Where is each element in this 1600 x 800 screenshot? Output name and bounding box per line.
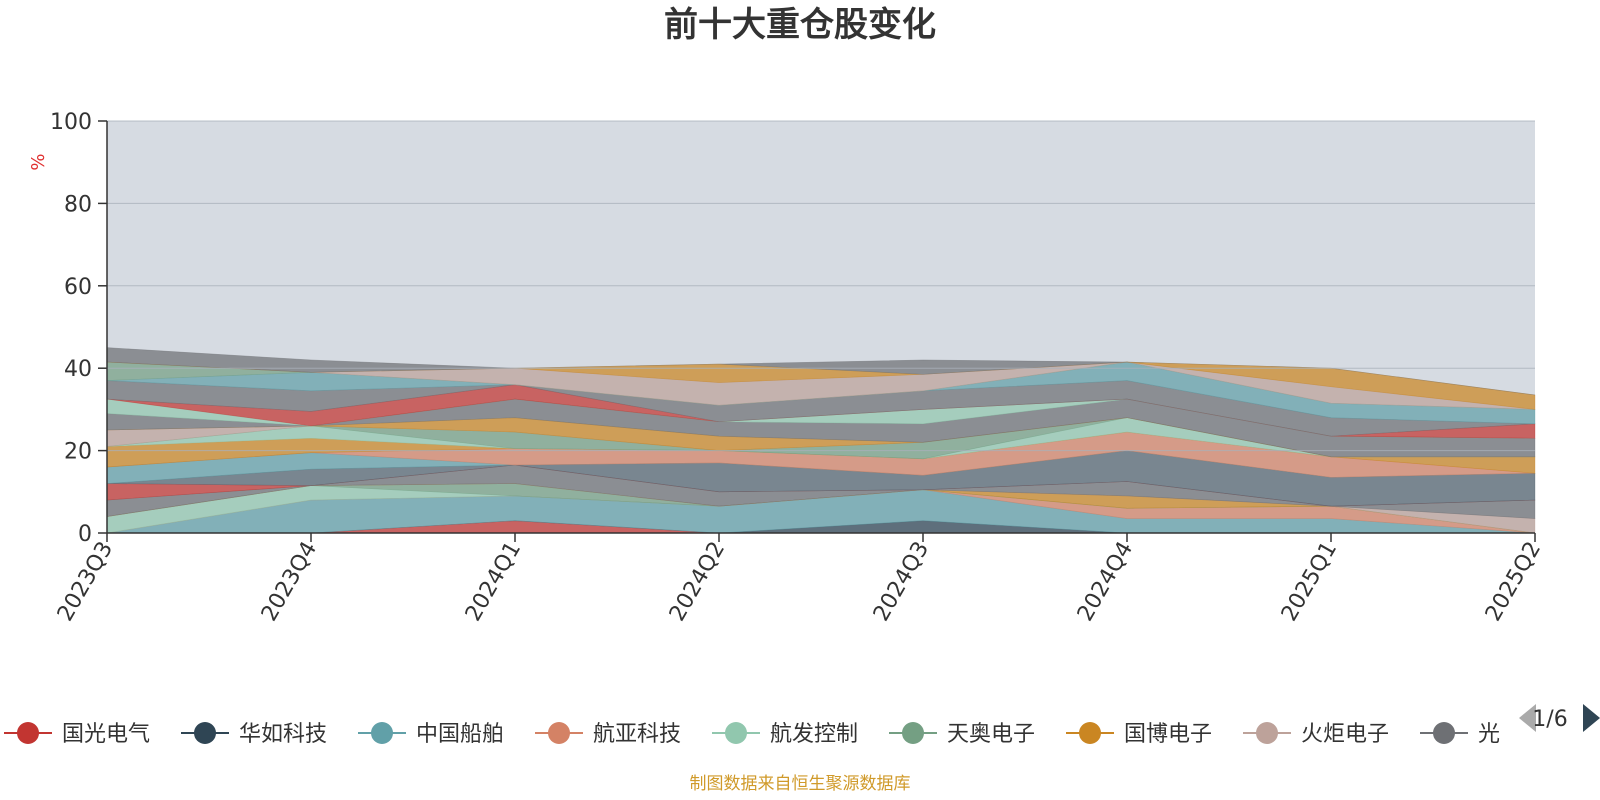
legend-marker-icon	[371, 722, 393, 744]
legend-item[interactable]: 火炬电子	[1243, 722, 1389, 747]
legend-item[interactable]: 航发控制	[712, 722, 858, 747]
y-tick-label: 60	[64, 275, 92, 300]
legend-page-indicator: 1/6	[1532, 707, 1567, 732]
legend-label: 国光电气	[62, 722, 150, 747]
chart-title: 前十大重仓股变化	[664, 5, 936, 45]
legend-item[interactable]: 华如科技	[181, 722, 327, 747]
legend-label: 天奥电子	[947, 722, 1035, 747]
x-tick-label: 2025Q2	[1481, 538, 1546, 626]
legend-pager: 1/6	[1519, 704, 1600, 732]
x-tick-label: 2024Q2	[665, 538, 730, 626]
x-tick-label: 2024Q3	[869, 538, 934, 626]
legend-label: 光	[1478, 722, 1500, 747]
y-tick-label: 0	[78, 522, 92, 547]
legend-item[interactable]: 光	[1420, 722, 1500, 747]
legend-marker-icon	[1079, 722, 1101, 744]
x-tick-label: 2024Q1	[461, 538, 526, 626]
legend-marker-icon	[548, 722, 570, 744]
legend-marker-icon	[194, 722, 216, 744]
legend-item[interactable]: 中国船舶	[358, 722, 504, 747]
area-series-27	[106, 347, 1536, 396]
legend-item[interactable]: 国博电子	[1066, 722, 1212, 747]
legend-label: 中国船舶	[416, 722, 504, 747]
y-tick-label: 20	[64, 440, 92, 465]
y-tick-label: 80	[64, 192, 92, 217]
legend-prev-arrow-icon[interactable]	[1519, 704, 1536, 732]
y-tick-label: 40	[64, 357, 92, 382]
legend-marker-icon	[17, 722, 39, 744]
x-tick-label: 2023Q4	[257, 538, 322, 626]
data-source-note: 制图数据来自恒生聚源数据库	[690, 774, 911, 794]
legend-marker-icon	[725, 722, 747, 744]
legend-item[interactable]: 天奥电子	[889, 722, 1035, 747]
area-series-group	[106, 347, 1536, 534]
legend-items: 国光电气 华如科技 中国船舶 航亚科技 航发控制 天奥电子 国博电子 火炬电子 光	[4, 722, 1500, 747]
y-tick-label: 100	[50, 110, 92, 135]
legend-label: 航亚科技	[593, 722, 681, 747]
legend-label: 华如科技	[239, 722, 327, 747]
x-tick-label: 2023Q3	[53, 538, 118, 626]
legend-marker-icon	[1256, 722, 1278, 744]
grid-lines	[107, 120, 1535, 452]
legend-next-arrow-icon[interactable]	[1583, 704, 1600, 732]
x-tick-label: 2025Q1	[1277, 538, 1342, 626]
legend-marker-icon	[902, 722, 924, 744]
y-axis-unit: %	[28, 153, 49, 170]
legend-marker-icon	[1433, 722, 1455, 744]
legend-item[interactable]: 国光电气	[4, 722, 150, 747]
legend-label: 航发控制	[770, 722, 858, 747]
legend-label: 国博电子	[1124, 722, 1212, 747]
legend-label: 火炬电子	[1301, 722, 1389, 747]
legend: 国光电气 华如科技 中国船舶 航亚科技 航发控制 天奥电子 国博电子 火炬电子 光	[4, 722, 1500, 747]
legend-item[interactable]: 航亚科技	[535, 722, 681, 747]
x-tick-label: 2024Q4	[1073, 538, 1138, 626]
